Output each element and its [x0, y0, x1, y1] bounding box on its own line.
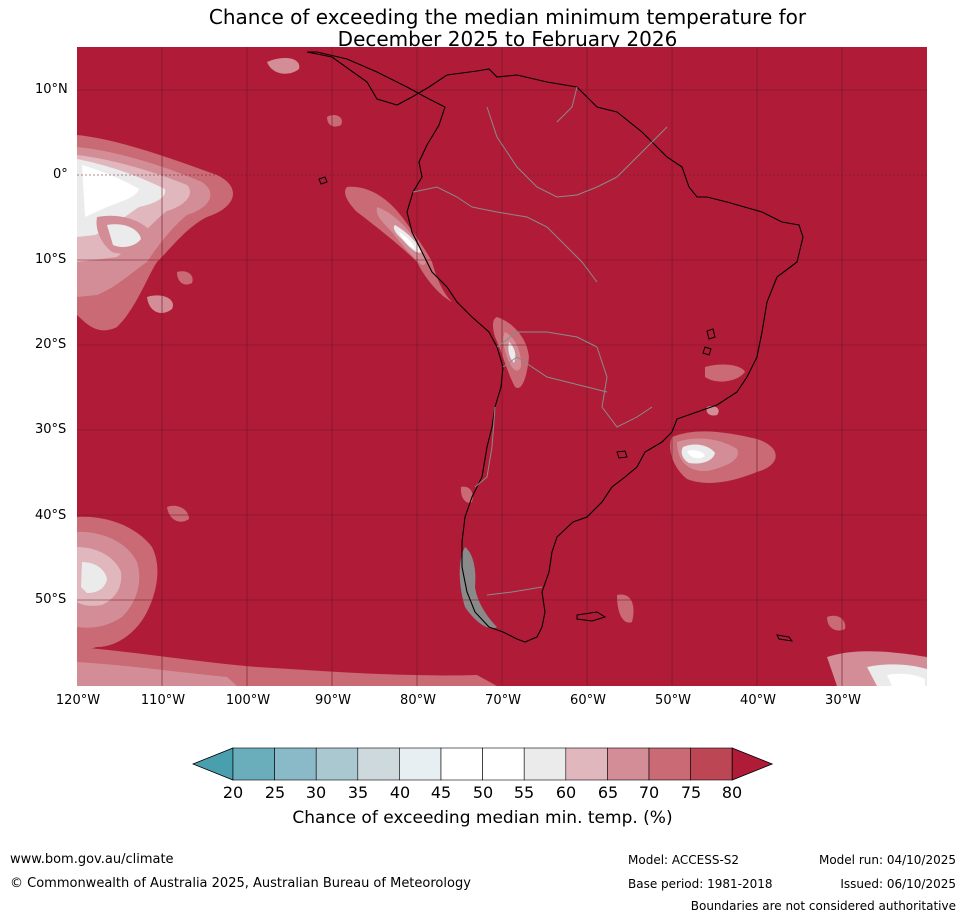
lat-label-20s: 20°S: [35, 337, 67, 352]
boundaries-disclaimer: Boundaries are not considered authoritat…: [690, 899, 956, 913]
south-america-coastline: [306, 51, 804, 643]
small-anomaly-patch: [327, 114, 342, 127]
colorbar-under-arrow: [192, 747, 234, 781]
lon-label-70w: 70°W: [485, 693, 521, 708]
website-url: www.bom.gov.au/climate: [10, 852, 174, 867]
colorbar-bin: [315, 747, 359, 781]
patagonia-anomaly: [459, 486, 497, 629]
colorbar-bin: [232, 747, 275, 781]
colorbar-bin: [523, 747, 567, 781]
colorbar-tick-40: 40: [389, 783, 411, 802]
lon-label-60w: 60°W: [570, 693, 606, 708]
colorbar-bin: [399, 747, 442, 781]
lon-label-100w: 100°W: [225, 693, 271, 708]
colorbar-tick-70: 70: [638, 783, 660, 802]
colorbar-tick-75: 75: [680, 783, 702, 802]
lon-label-40w: 40°W: [740, 693, 776, 708]
colorbar-bin: [648, 747, 691, 781]
lon-label-90w: 90°W: [315, 693, 351, 708]
colorbar: [192, 747, 774, 781]
colorbar-tick-80: 80: [721, 783, 743, 802]
colorbar-bin: [274, 747, 317, 781]
southeast-pacific-anomaly: [77, 505, 189, 652]
colorbar-bin: [565, 747, 608, 781]
colorbar-tick-50: 50: [472, 783, 494, 802]
north-pacific-patch: [267, 57, 300, 74]
south-atlantic-anomaly: [670, 431, 776, 483]
chart-title-line-2: December 2025 to February 2026: [337, 27, 678, 51]
copyright-notice: © Commonwealth of Australia 2025, Austra…: [10, 876, 471, 891]
lon-label-50w: 50°W: [655, 693, 691, 708]
islands: [318, 176, 794, 642]
colorbar-tick-60: 60: [555, 783, 577, 802]
colorbar-tick-30: 30: [305, 783, 327, 802]
colorbar-bin: [690, 747, 733, 781]
graticule: [77, 47, 927, 686]
southern-band-anomaly: [77, 594, 927, 686]
pacific-equatorial-anomaly: [77, 135, 234, 331]
lat-label-40s: 40°S: [35, 508, 67, 523]
model-run-date: Model run: 04/10/2025: [818, 853, 956, 867]
country-borders: [412, 86, 668, 596]
colorbar-bin: [440, 747, 483, 781]
colorbar-tick-20: 20: [222, 783, 244, 802]
model-name: Model: ACCESS-S2: [628, 853, 740, 867]
colorbar-bin: [357, 747, 400, 781]
lon-label-30w: 30°W: [825, 693, 861, 708]
lon-label-110w: 110°W: [140, 693, 186, 708]
forecast-map: [77, 47, 927, 686]
lon-label-80w: 80°W: [400, 693, 436, 708]
colorbar-label: Chance of exceeding median min. temp. (%…: [292, 808, 673, 828]
issued-date: Issued: 06/10/2025: [840, 877, 956, 891]
brazil-coast-anomaly: [705, 364, 745, 382]
colorbar-bin: [607, 747, 650, 781]
lat-label-10n: 10°N: [35, 82, 68, 97]
colorbar-tick-55: 55: [513, 783, 535, 802]
lat-label-0: 0°: [53, 167, 68, 182]
chart-title-line-1: Chance of exceeding the median minimum t…: [208, 5, 807, 29]
colorbar-tick-25: 25: [264, 783, 286, 802]
colorbar-over-arrow: [731, 747, 774, 781]
small-atlantic-patch: [706, 406, 719, 416]
colorbar-tick-65: 65: [597, 783, 619, 802]
colorbar-bin: [482, 747, 525, 781]
lat-label-30s: 30°S: [35, 422, 67, 437]
colorbar-tick-45: 45: [430, 783, 452, 802]
colorbar-tick-35: 35: [347, 783, 369, 802]
base-period: Base period: 1981-2018: [628, 877, 773, 891]
lon-label-120w: 120°W: [55, 693, 101, 708]
peru-coast-anomaly: [345, 186, 452, 302]
lat-label-10s: 10°S: [35, 252, 67, 267]
lat-label-50s: 50°S: [35, 592, 67, 607]
